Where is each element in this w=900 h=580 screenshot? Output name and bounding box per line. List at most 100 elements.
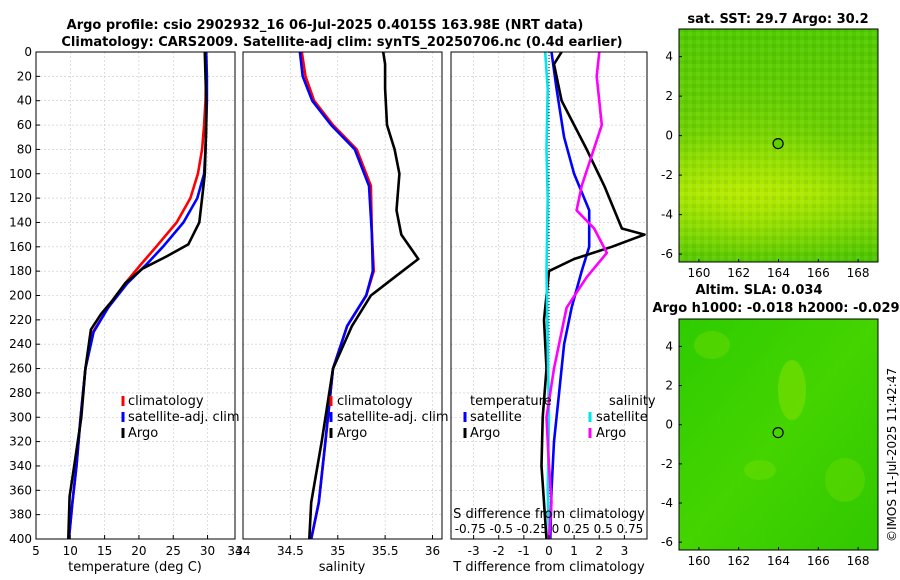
- x-tick-label: 20: [131, 544, 146, 558]
- map-x-tick-label: 166: [807, 554, 830, 568]
- legend-climatology-label: climatology: [128, 394, 204, 409]
- x-tick-label: -3: [468, 544, 480, 558]
- sla-map-y-ticks: -6 -4 -2 0 2 4: [661, 339, 682, 549]
- legend-argo-label: Argo: [337, 426, 367, 441]
- series-line-salinity-argo: [545, 51, 609, 540]
- y-tick-label: 300: [9, 410, 32, 424]
- map-y-tick-label: -6: [661, 247, 673, 261]
- map-x-tick-label: 166: [807, 266, 830, 280]
- x-tick-label: 34: [227, 544, 242, 558]
- sst-map-y-ticks: -6 -4 -2 0 2 4: [661, 50, 682, 261]
- map-x-tick-label: 164: [767, 266, 790, 280]
- series-line-argo: [308, 51, 420, 540]
- y-tick-label: 0: [24, 45, 32, 59]
- temperature-series: [67, 51, 209, 540]
- y-tick-label: 200: [9, 289, 32, 303]
- map-y-tick-label: 0: [665, 129, 673, 143]
- y-tick-label: 240: [9, 337, 32, 351]
- x-tick-label: -1: [518, 544, 530, 558]
- legend-sal-satellite-label: satellite: [596, 410, 648, 425]
- depth-y-ticks: 0 20 40 60 80 100 120 140 160 180 200 220 240 260 280 3…: [9, 45, 40, 546]
- difference-s-axis-label: S difference from climatology: [453, 507, 645, 522]
- legend-temp-argo-label: Argo: [470, 426, 500, 441]
- map-x-tick-label: 164: [767, 554, 790, 568]
- y-tick-label: 260: [9, 362, 32, 376]
- legend-sal-argo-label: Argo: [596, 426, 626, 441]
- legend-argo-label: Argo: [128, 426, 158, 441]
- y-tick-label: 120: [9, 191, 32, 205]
- salinity-series: [298, 51, 420, 540]
- sla-map-subtitle: Argo h1000: -0.018 h2000: -0.029: [652, 301, 899, 316]
- sla-map-x-ticks: 160 162 164 166 168: [687, 547, 870, 568]
- y-tick-label: 160: [9, 240, 32, 254]
- legend-satellite-label: satellite-adj. clim: [337, 410, 449, 425]
- temperature-x-ticks: 5 10 15 20 25 30 34: [32, 535, 243, 558]
- y-tick-label: 140: [9, 215, 32, 229]
- map-y-tick-label: 2: [665, 89, 673, 103]
- x-tick-label: 10: [63, 544, 78, 558]
- difference-legend: temperature salinity satellite Argo sate…: [463, 394, 656, 441]
- map-y-tick-label: 4: [665, 339, 673, 353]
- x-tick-label: 0: [545, 544, 553, 558]
- sst-map: sat. SST: 29.7 Argo: 30.2 160 162 164 166 16…: [661, 12, 879, 280]
- map-x-tick-label: 162: [727, 266, 750, 280]
- y-tick-label: 400: [9, 532, 32, 546]
- map-y-tick-label: -6: [661, 535, 673, 549]
- legend-temp-satellite-label: satellite: [470, 410, 522, 425]
- y-tick-label: 280: [9, 386, 32, 400]
- salinity-axes-box: [242, 51, 443, 540]
- map-y-tick-label: -2: [661, 168, 673, 182]
- figure-title-line1: Argo profile: csio 2902932_16 06-Jul-202…: [67, 18, 584, 33]
- x-tick-label: 34.5: [277, 544, 304, 558]
- sst-map-argo-marker: [772, 138, 784, 150]
- sla-map-title: Altim. SLA: 0.034: [696, 283, 823, 298]
- map-x-tick-label: 160: [687, 266, 710, 280]
- salinity-legend: climatology satellite-adj. clim Argo: [329, 394, 449, 441]
- salinity-x-ticks: 34 34.5 35 35.5 36: [235, 535, 440, 558]
- difference-panel: -3 -2 -1 0 1 2 3 T difference from climatology…: [450, 51, 656, 575]
- sst-map-title: sat. SST: 29.7 Argo: 30.2: [687, 12, 868, 27]
- y-tick-label: 100: [9, 167, 32, 181]
- map-y-tick-label: -4: [661, 208, 673, 222]
- temperature-x-label: temperature (deg C): [68, 560, 202, 575]
- series-line-temperature-argo: [540, 51, 646, 540]
- salinity-grid: [242, 51, 442, 540]
- map-x-tick-label: 160: [687, 554, 710, 568]
- figure-title-line2: Climatology: CARS2009. Satellite-adj cli…: [61, 35, 622, 50]
- map-x-tick-label: 162: [727, 554, 750, 568]
- y-tick-label: 220: [9, 313, 32, 327]
- map-y-tick-label: -4: [661, 496, 673, 510]
- series-line-satellite-adj-clim: [298, 51, 375, 540]
- sla-map-high-patch: [744, 460, 776, 480]
- map-y-tick-label: -2: [661, 457, 673, 471]
- y-tick-label: 360: [9, 483, 32, 497]
- map-x-tick-label: 168: [847, 266, 870, 280]
- difference-series: [540, 51, 646, 540]
- y-tick-label: 380: [9, 508, 32, 522]
- legend-salinity-title: salinity: [609, 394, 656, 409]
- difference-s-axis-ticks: -0.75 -0.5 -0.25 0 0.25 0.5 0.75: [455, 522, 644, 536]
- sla-map: Altim. SLA: 0.034 Argo h1000: -0.018 h20…: [652, 283, 899, 568]
- y-tick-label: 60: [17, 118, 32, 132]
- x-tick-label: 15: [97, 544, 112, 558]
- salinity-x-label: salinity: [319, 560, 366, 575]
- sla-map-high-patch: [825, 458, 865, 502]
- sla-map-high-patch: [694, 331, 730, 359]
- y-tick-label: 20: [17, 69, 32, 83]
- y-tick-label: 40: [17, 94, 32, 108]
- x-tick-label: 36: [425, 544, 440, 558]
- y-tick-label: 340: [9, 459, 32, 473]
- series-line-argo: [67, 51, 208, 540]
- legend-temperature-title: temperature: [470, 394, 552, 409]
- temperature-panel: 5 10 15 20 25 30 34 0 20 40 60 80 100 120 140 160 180 20…: [9, 45, 243, 575]
- legend-climatology-label: climatology: [337, 394, 413, 409]
- difference-x-ticks: -3 -2 -1 0 1 2 3: [468, 535, 629, 558]
- x-tick-label: 25: [166, 544, 181, 558]
- x-tick-label: 35.5: [372, 544, 399, 558]
- legend-satellite-label: satellite-adj. clim: [128, 410, 240, 425]
- x-tick-label: 3: [621, 544, 629, 558]
- difference-x-label: T difference from climatology: [452, 560, 645, 575]
- credit-text: ©IMOS 11-Jul-2025 11:42:47: [885, 368, 899, 542]
- series-line-temperature-satellite: [549, 51, 591, 540]
